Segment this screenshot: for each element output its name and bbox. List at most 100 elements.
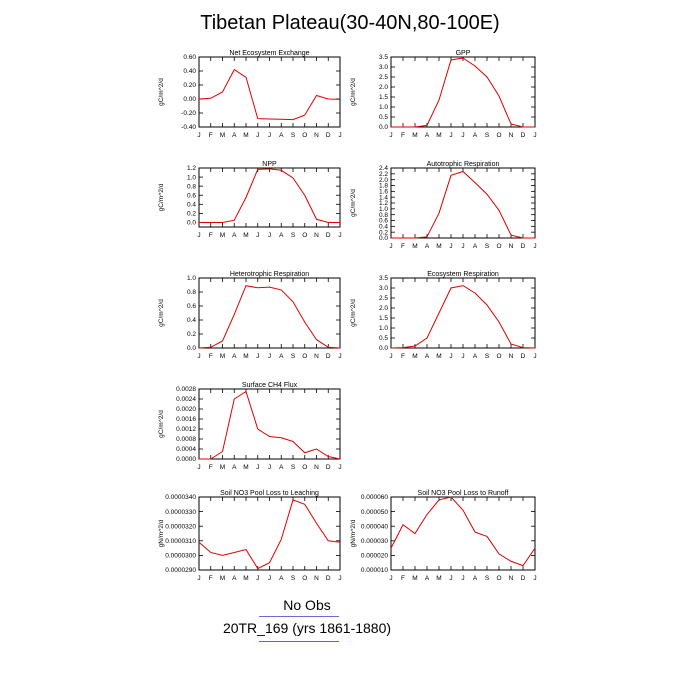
y-tick-label: 0.60 <box>183 54 196 61</box>
y-tick-label: 0.6 <box>379 218 388 225</box>
chart-title: GPP <box>456 50 471 57</box>
plot-frame <box>198 277 341 349</box>
x-tick-label: O <box>496 575 501 582</box>
plot-frame <box>198 56 341 128</box>
plot-frame <box>390 167 536 239</box>
y-tick-label: 1.0 <box>379 206 388 213</box>
x-tick-label: J <box>338 575 341 582</box>
y-tick-label: 2.0 <box>379 305 388 312</box>
x-tick-label: J <box>268 232 271 239</box>
x-tick-label: J <box>338 132 341 139</box>
x-tick-label: M <box>436 243 441 250</box>
plot-frame <box>198 496 341 571</box>
y-tick-label: 1.2 <box>187 165 196 172</box>
series-line <box>199 168 340 223</box>
chart-panel-0: Net Ecosystem Exchange gC/m^2/d -0.40 -0.20… <box>158 50 342 139</box>
x-tick-label: A <box>425 353 430 360</box>
x-tick-label: J <box>338 353 341 360</box>
x-tick-label: A <box>473 132 478 139</box>
x-tick-label: J <box>197 232 200 239</box>
series-line <box>198 68 341 121</box>
y-tick-label: 0.0028 <box>176 386 196 393</box>
x-tick-label: J <box>197 353 200 360</box>
plot-frame <box>198 388 341 460</box>
x-tick-label: J <box>533 243 536 250</box>
x-tick-label: A <box>473 575 478 582</box>
x-tick-label: J <box>268 353 271 360</box>
x-tick-label: M <box>220 464 225 471</box>
y-tick-label: 0.2 <box>187 211 196 218</box>
chart-panel-3: Autotrophic Respiration gC/m^2/d 0.00.20.4… <box>350 161 537 250</box>
x-tick-label: S <box>291 232 296 239</box>
x-tick-label: S <box>485 353 490 360</box>
y-tick-label: 1.0 <box>379 325 388 332</box>
x-tick-label: A <box>232 464 237 471</box>
y-tick-label: 0.000010 <box>361 567 388 574</box>
x-tick-label: A <box>425 243 430 250</box>
plot-frame <box>390 56 536 128</box>
x-tick-label: D <box>326 232 331 239</box>
x-tick-label: F <box>209 232 213 239</box>
y-tick-label: -0.20 <box>181 110 196 117</box>
x-tick-label: J <box>197 464 200 471</box>
y-tick-label: 1.0 <box>379 104 388 111</box>
y-tick-label: 0.0016 <box>176 416 196 423</box>
x-tick-label: M <box>243 353 248 360</box>
y-tick-label: 0.0000320 <box>165 523 196 530</box>
x-tick-label: J <box>533 353 536 360</box>
legend-entry-obs: No Obs <box>283 597 331 613</box>
y-axis-label: gN/m^2/d <box>350 519 357 547</box>
x-tick-label: M <box>220 232 225 239</box>
x-tick-label: M <box>220 132 225 139</box>
x-tick-label: S <box>291 132 296 139</box>
y-tick-label: 0.4 <box>187 202 196 209</box>
y-tick-label: 0.5 <box>379 114 388 121</box>
y-tick-label: 0.000030 <box>361 538 388 545</box>
x-tick-label: J <box>449 243 452 250</box>
x-tick-label: J <box>256 353 259 360</box>
x-tick-label: N <box>509 132 514 139</box>
x-tick-label: M <box>412 132 417 139</box>
y-axis-label: gC/m^2/d <box>158 78 165 106</box>
x-tick-label: A <box>473 353 478 360</box>
x-tick-label: M <box>412 575 417 582</box>
x-tick-label: M <box>412 353 417 360</box>
x-tick-label: J <box>461 575 464 582</box>
x-tick-label: D <box>326 575 331 582</box>
x-tick-label: A <box>232 575 237 582</box>
x-tick-label: A <box>232 232 237 239</box>
y-tick-label: 0.0024 <box>176 396 196 403</box>
x-tick-label: O <box>302 464 307 471</box>
x-tick-label: M <box>243 232 248 239</box>
y-tick-label: 0.000020 <box>361 553 388 560</box>
x-tick-label: J <box>268 575 271 582</box>
x-tick-label: J <box>268 464 271 471</box>
plot-frame <box>198 167 341 228</box>
y-tick-label: 0.6 <box>187 192 196 199</box>
series-line <box>390 496 536 567</box>
x-tick-label: M <box>220 353 225 360</box>
x-tick-label: M <box>243 575 248 582</box>
x-tick-label: D <box>521 132 526 139</box>
x-tick-label: M <box>436 132 441 139</box>
x-tick-label: N <box>314 353 319 360</box>
y-tick-label: 0.0000290 <box>165 567 196 574</box>
x-tick-label: S <box>485 243 490 250</box>
x-tick-label: J <box>461 243 464 250</box>
chart-title: Heterotrophic Respiration <box>230 271 309 278</box>
x-tick-label: N <box>314 575 319 582</box>
x-tick-label: N <box>314 232 319 239</box>
x-tick-label: N <box>314 464 319 471</box>
x-tick-label: M <box>243 464 248 471</box>
x-tick-label: A <box>425 575 430 582</box>
y-tick-label: 0.0 <box>379 345 388 352</box>
legend-entry-model: 20TR_169 (yrs 1861-1880) <box>222 620 392 636</box>
y-tick-label: 0.000050 <box>361 509 388 516</box>
y-tick-label: 0.0008 <box>176 436 196 443</box>
x-tick-label: J <box>449 353 452 360</box>
y-tick-label: 2.5 <box>379 295 388 302</box>
y-tick-label: 2.0 <box>379 177 388 184</box>
x-tick-label: M <box>220 575 225 582</box>
x-tick-label: F <box>209 353 213 360</box>
y-tick-label: 0.8 <box>187 183 196 190</box>
